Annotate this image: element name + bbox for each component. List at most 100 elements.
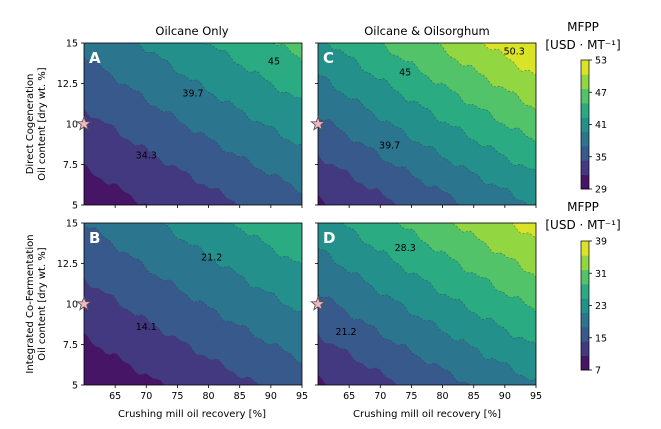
col-title-oilcane-only: Oilcane Only <box>155 24 228 38</box>
panel-C-contour-label-0: 39.7 <box>379 141 400 152</box>
panel-A-contour-label-1: 39.7 <box>182 89 203 100</box>
panel-D-xtick-label-3: 80 <box>437 391 449 402</box>
panel-C-band-8 <box>481 43 536 76</box>
panel-B-xtick-label-4: 85 <box>234 391 246 402</box>
panel-A-ytick-label-2: 10 <box>66 120 78 131</box>
panel-D: 21.2 28.3 D 65 70 75 80 85 90 95 <box>310 222 542 402</box>
panel-D-fill <box>318 223 536 385</box>
panel-B-band-4 <box>161 223 302 312</box>
row-label-integrated-cofermentation: Integrated Co-Fermentation <box>25 234 36 373</box>
colorbar-bottom-swatch-5 <box>581 284 589 299</box>
panel-B-xtick-label-5: 90 <box>265 391 277 402</box>
panel-D-contour-line-6 <box>394 223 536 312</box>
panel-letter-A: A <box>89 49 101 67</box>
panel-C-contour-line-4 <box>318 74 536 205</box>
panel-D-band-8 <box>511 223 536 239</box>
panel-C-star-marker <box>310 115 326 131</box>
panel-B-contour-line-5 <box>231 223 302 264</box>
panel-D-xtick-label-1: 70 <box>374 391 386 402</box>
colorbar-bottom-swatch-8 <box>581 241 589 256</box>
colorbar-bottom-title: MFPP <box>567 200 599 214</box>
panel-A-contour-line-2 <box>84 108 238 205</box>
colorbar-bottom-tick-label-2: 23 <box>595 301 607 312</box>
colorbar-top-swatch-2 <box>581 146 589 161</box>
panel-D-contour-line-5 <box>341 223 536 344</box>
panel-B-contour-label-1: 21.2 <box>201 253 222 264</box>
panel-B-ytick-label-0: 5 <box>72 381 78 392</box>
colorbar-bottom-swatch-3 <box>581 312 589 328</box>
colorbar-bottom-units: [USD · MT⁻¹] <box>545 218 620 232</box>
panel-B-xtick-label-6: 95 <box>296 391 308 402</box>
row-ylabel-top: Oil content [dry wt. %] <box>37 67 48 180</box>
panel-D-contour-label-1: 28.3 <box>395 243 416 254</box>
panel-letter-D: D <box>323 229 335 247</box>
colorbar-top-tick-label-1: 35 <box>595 152 607 163</box>
panel-A-band-5 <box>203 43 302 100</box>
colorbar-bottom-swatch-0 <box>581 355 589 371</box>
panel-C-contour-line-5 <box>327 43 536 171</box>
panel-A-contour-label-0: 34.3 <box>136 150 157 161</box>
colorbar-bottom-tick-label-3: 31 <box>595 269 607 280</box>
colorbar-bottom: 7 15 23 31 39 <box>580 237 607 377</box>
colorbar-top-swatch-3 <box>581 131 589 147</box>
panel-B-ytick-label-1: 7.5 <box>63 340 78 351</box>
panel-C-contour-label-1: 45 <box>399 68 411 79</box>
panel-D-xtick-label-6: 95 <box>530 391 542 402</box>
panel-B-contour-line-4 <box>160 223 302 312</box>
colorbar-bottom-tick-label-0: 7 <box>595 366 601 377</box>
panels-group: 34.3 39.7 45 A 5 7.5 10 12.5 15 39.7 45 50.3 C 14.1 21… <box>57 39 542 403</box>
colorbar-top-swatch-1 <box>581 160 589 176</box>
panel-B-contour-line-3 <box>84 224 302 363</box>
colorbar-top-units: [USD · MT⁻¹] <box>545 38 620 52</box>
panel-C-contour-line-2 <box>318 154 397 205</box>
colorbar-bottom-swatch-2 <box>581 327 589 342</box>
colorbar-top-tick-label-0: 29 <box>595 185 607 196</box>
col-title-oilcane-oilsorghum: Oilcane & Oilsorghum <box>364 24 490 38</box>
panel-B-band-5 <box>232 223 302 264</box>
panel-A-ytick-label-3: 12.5 <box>57 79 78 90</box>
row-ylabel-bottom: Oil content [dry wt. %] <box>37 247 48 360</box>
panel-D-xtick-label-2: 75 <box>405 391 417 402</box>
panel-C-fill <box>318 43 536 205</box>
panel-B-xtick-label-2: 75 <box>171 391 183 402</box>
panel-B-xtick-label-1: 70 <box>140 391 152 402</box>
panel-B-xtick-label-0: 65 <box>109 391 121 402</box>
xlabel-left: Crushing mill oil recovery [%] <box>118 409 266 420</box>
panel-D-contour-label-0: 21.2 <box>335 327 356 338</box>
colorbar-top-swatch-8 <box>581 60 589 75</box>
colorbar-top: 29 35 41 47 53 <box>580 56 607 196</box>
panel-D-xtick-label-4: 85 <box>468 391 480 402</box>
panel-D-star-marker <box>310 295 326 311</box>
panel-B-fill <box>84 223 302 385</box>
panel-A: 34.3 39.7 45 A 5 7.5 10 12.5 15 <box>57 39 303 212</box>
colorbar-top-tick-label-3: 47 <box>595 88 607 99</box>
panel-A-band-6 <box>273 43 302 61</box>
panel-A-fill <box>84 43 302 205</box>
colorbar-top-title: MFPP <box>567 20 599 34</box>
colorbar-top-tick-label-4: 53 <box>595 56 607 67</box>
panel-B-contour-label-0: 14.1 <box>136 322 157 333</box>
colorbars-group: 29 35 41 47 53 7 15 23 31 39 <box>580 56 607 377</box>
panel-B-ytick-label-3: 12.5 <box>57 259 78 270</box>
panel-B-contour-line-2 <box>84 277 263 385</box>
panel-A-contour-label-2: 45 <box>268 56 280 67</box>
colorbar-top-swatch-5 <box>581 103 589 118</box>
row-label-direct-cogeneration: Direct Cogeneration <box>25 74 36 175</box>
colorbar-bottom-swatch-7 <box>581 255 589 271</box>
panel-D-contour-line-2 <box>318 333 397 385</box>
panel-B-star-marker <box>76 295 92 311</box>
panel-D-xtick-label-0: 65 <box>343 391 355 402</box>
panel-A-ytick-label-4: 15 <box>66 39 78 50</box>
colorbar-top-swatch-6 <box>581 88 589 104</box>
panel-D-band-7 <box>451 223 536 277</box>
xlabel-right: Crushing mill oil recovery [%] <box>353 409 501 420</box>
colorbar-bottom-swatch-1 <box>581 341 589 357</box>
panel-C: 39.7 45 50.3 C <box>310 42 537 208</box>
panel-A-ytick-label-1: 7.5 <box>63 160 78 171</box>
panel-B-ytick-label-2: 10 <box>66 300 78 311</box>
colorbar-bottom-tick-label-1: 15 <box>595 333 607 344</box>
colorbar-top-tick-label-2: 41 <box>595 120 607 131</box>
colorbar-bottom-swatch-4 <box>581 298 589 314</box>
panel-B: 14.1 21.2 B 65 70 75 80 85 90 95 5 7.5 10 12.5 15 <box>57 219 308 403</box>
panel-A-ytick-label-0: 5 <box>72 201 78 212</box>
